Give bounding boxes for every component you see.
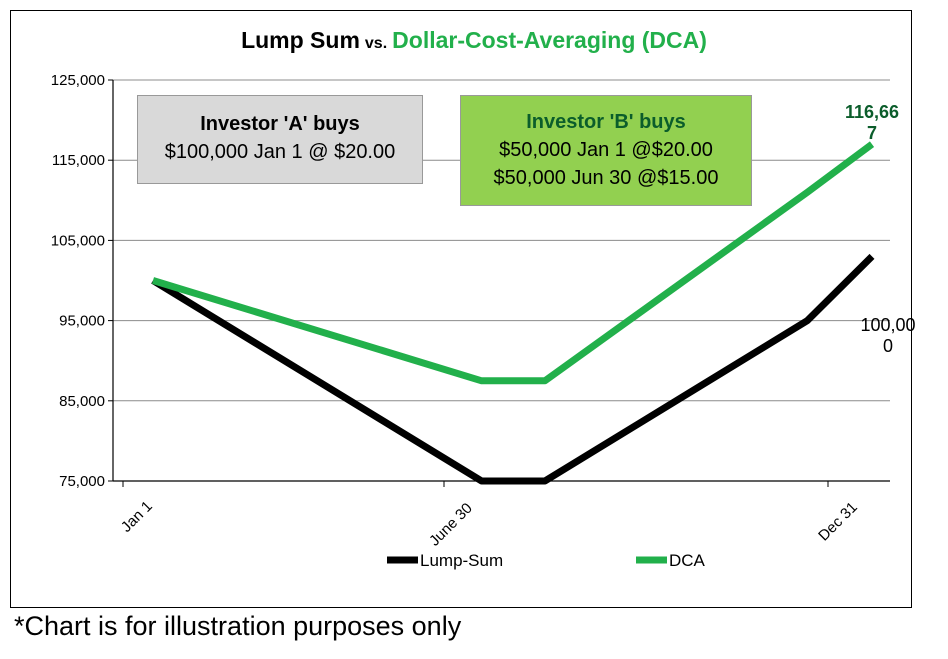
x-tick-label: Jan 1 bbox=[118, 498, 156, 536]
legend-label-lump-sum: Lump-Sum bbox=[420, 551, 503, 570]
x-tick-label: Dec 31 bbox=[815, 499, 861, 545]
series-lines bbox=[151, 141, 875, 485]
chart-title: Lump Sum vs. Dollar-Cost-Averaging (DCA) bbox=[241, 27, 707, 53]
legend: Lump-Sum DCA bbox=[387, 551, 706, 570]
x-tick-label: June 30 bbox=[426, 500, 476, 550]
lump-sum-end-label: 100,00 0 bbox=[860, 315, 915, 356]
y-tick-label: 85,000 bbox=[59, 393, 105, 410]
lump-sum-end-label-line: 0 bbox=[883, 336, 893, 356]
lump-sum-end-label-line: 100,00 bbox=[860, 315, 915, 335]
dca-end-label-line: 7 bbox=[867, 123, 877, 143]
y-tick-label: 125,000 bbox=[51, 72, 105, 89]
investor-a-heading: Investor 'A' buys bbox=[200, 113, 360, 135]
y-tick-label: 115,000 bbox=[52, 152, 105, 169]
dca-line bbox=[151, 141, 875, 385]
chart-title-part3: Dollar-Cost-Averaging (DCA) bbox=[392, 27, 707, 53]
chart-title-part2: vs. bbox=[365, 35, 387, 52]
investor-a-line-1: $100,000 Jan 1 @ $20.00 bbox=[164, 141, 396, 163]
investor-b-line-1: $50,000 Jan 1 @$20.00 bbox=[499, 139, 713, 161]
dca-end-label-line: 116,66 bbox=[845, 102, 899, 122]
investor-b-line-2: $50,000 Jun 30 @$15.00 bbox=[493, 167, 719, 189]
dca-end-label: 116,66 7 bbox=[845, 102, 899, 143]
legend-label-dca: DCA bbox=[669, 551, 706, 570]
y-tick-label: 95,000 bbox=[59, 313, 105, 330]
lump-sum-line bbox=[151, 253, 875, 485]
investor-a-callout: Investor 'A' buys $100,000 Jan 1 @ $20.0… bbox=[137, 95, 423, 184]
chart-title-part1: Lump Sum bbox=[241, 27, 360, 53]
investor-b-callout: Investor 'B' buys $50,000 Jan 1 @$20.00 … bbox=[460, 95, 752, 206]
y-tick-label: 75,000 bbox=[59, 473, 105, 490]
footnote: *Chart is for illustration purposes only bbox=[14, 611, 462, 641]
investor-b-heading: Investor 'B' buys bbox=[526, 111, 686, 133]
chart-frame bbox=[10, 10, 912, 608]
y-tick-label: 105,000 bbox=[51, 232, 105, 249]
data-labels: 116,66 7 100,00 0 bbox=[845, 102, 916, 356]
